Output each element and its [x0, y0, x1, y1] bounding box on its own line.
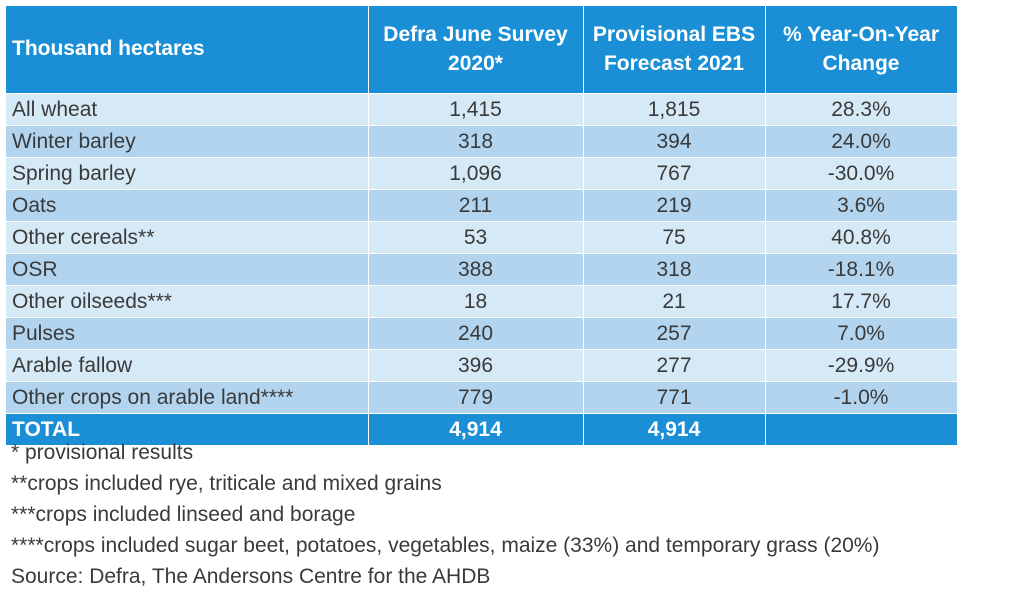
footnote-provisional: * provisional results — [11, 441, 194, 464]
footnote-other-crops: ****crops included sugar beet, potatoes,… — [11, 534, 880, 557]
footnote-other-cereals: **crops included rye, triticale and mixe… — [11, 472, 442, 495]
ebs-value: 219 — [583, 189, 766, 222]
row-label: Spring barley — [6, 157, 369, 190]
ebs-value: 75 — [583, 221, 766, 254]
table-row: OSR 388 318 -18.1% — [6, 253, 958, 286]
table-row: Oats 211 219 3.6% — [6, 189, 958, 222]
defra-value: 388 — [368, 253, 584, 286]
table-row: Spring barley 1,096 767 -30.0% — [6, 157, 958, 190]
ebs-value: 277 — [583, 349, 766, 382]
footnote-other-oilseeds: ***crops included linseed and borage — [11, 503, 356, 526]
table-row: Arable fallow 396 277 -29.9% — [6, 349, 958, 382]
change-value: 7.0% — [765, 317, 958, 350]
row-label: Oats — [6, 189, 369, 222]
change-value: 28.3% — [765, 93, 958, 126]
ebs-value: 1,815 — [583, 93, 766, 126]
defra-value: 53 — [368, 221, 584, 254]
row-label: Other oilseeds*** — [6, 285, 369, 318]
header-unit: Thousand hectares — [6, 6, 369, 94]
defra-value: 396 — [368, 349, 584, 382]
header-ebs-2021: Provisional EBS Forecast 2021 — [583, 6, 766, 94]
defra-value: 211 — [368, 189, 584, 222]
ebs-value: 21 — [583, 285, 766, 318]
row-label: Arable fallow — [6, 349, 369, 382]
crop-area-table: Thousand hectares Defra June Survey 2020… — [6, 6, 958, 445]
total-row: TOTAL 4,914 4,914 — [6, 413, 958, 445]
ebs-value: 257 — [583, 317, 766, 350]
defra-value: 240 — [368, 317, 584, 350]
header-defra-2020: Defra June Survey 2020* — [368, 6, 584, 94]
change-value: -18.1% — [765, 253, 958, 286]
row-label: Winter barley — [6, 125, 369, 158]
defra-value: 1,415 — [368, 93, 584, 126]
change-value: 3.6% — [765, 189, 958, 222]
table-row: All wheat 1,415 1,815 28.3% — [6, 93, 958, 126]
row-label: Other cereals** — [6, 221, 369, 254]
defra-value: 1,096 — [368, 157, 584, 190]
table-row: Other cereals** 53 75 40.8% — [6, 221, 958, 254]
ebs-value: 394 — [583, 125, 766, 158]
table-row: Winter barley 318 394 24.0% — [6, 125, 958, 158]
table-row: Pulses 240 257 7.0% — [6, 317, 958, 350]
header-row: Thousand hectares Defra June Survey 2020… — [6, 6, 958, 94]
row-label: All wheat — [6, 93, 369, 126]
change-value: -30.0% — [765, 157, 958, 190]
defra-value: 18 — [368, 285, 584, 318]
table-row: Other crops on arable land**** 779 771 -… — [6, 381, 958, 414]
row-label: OSR — [6, 253, 369, 286]
total-change-value — [765, 413, 958, 445]
defra-value: 318 — [368, 125, 584, 158]
row-label: Pulses — [6, 317, 369, 350]
source-note: Source: Defra, The Andersons Centre for … — [11, 565, 491, 588]
table-row: Other oilseeds*** 18 21 17.7% — [6, 285, 958, 318]
ebs-value: 767 — [583, 157, 766, 190]
total-ebs-value: 4,914 — [583, 413, 766, 445]
change-value: -1.0% — [765, 381, 958, 414]
change-value: 17.7% — [765, 285, 958, 318]
ebs-value: 318 — [583, 253, 766, 286]
total-label: TOTAL — [6, 413, 369, 445]
header-yoy-change: % Year-On-Year Change — [765, 6, 958, 94]
change-value: 24.0% — [765, 125, 958, 158]
total-defra-value: 4,914 — [368, 413, 584, 445]
change-value: 40.8% — [765, 221, 958, 254]
change-value: -29.9% — [765, 349, 958, 382]
row-label: Other crops on arable land**** — [6, 381, 369, 414]
defra-value: 779 — [368, 381, 584, 414]
footnotes: * provisional results **crops included r… — [11, 437, 879, 592]
ebs-value: 771 — [583, 381, 766, 414]
